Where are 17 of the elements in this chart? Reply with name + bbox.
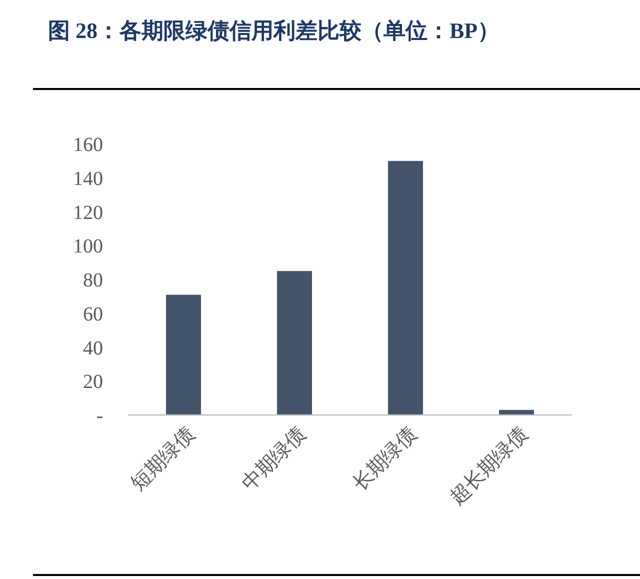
y-tick-label: 60: [83, 303, 103, 326]
y-tick-label: 20: [83, 371, 103, 394]
chart-title: 图 28：各期限绿债信用利差比较（单位：BP）: [48, 18, 500, 43]
y-tick-label: 40: [83, 337, 103, 360]
x-tick-label: 中期绿债: [238, 422, 310, 496]
bar: [277, 271, 312, 415]
y-tick-label: 160: [73, 134, 103, 156]
y-tick-label: 120: [73, 202, 103, 224]
y-tick-label: 80: [83, 270, 103, 292]
x-tick-label: 长期绿债: [348, 422, 422, 496]
y-tick-label: 100: [73, 236, 103, 258]
x-tick-label: 短期绿债: [126, 422, 200, 496]
bar: [388, 160, 423, 415]
bar: [166, 294, 201, 415]
x-tick-label: 超长期绿债: [446, 422, 532, 510]
y-tick-label: -: [96, 405, 103, 427]
y-tick-label: 140: [73, 168, 103, 190]
